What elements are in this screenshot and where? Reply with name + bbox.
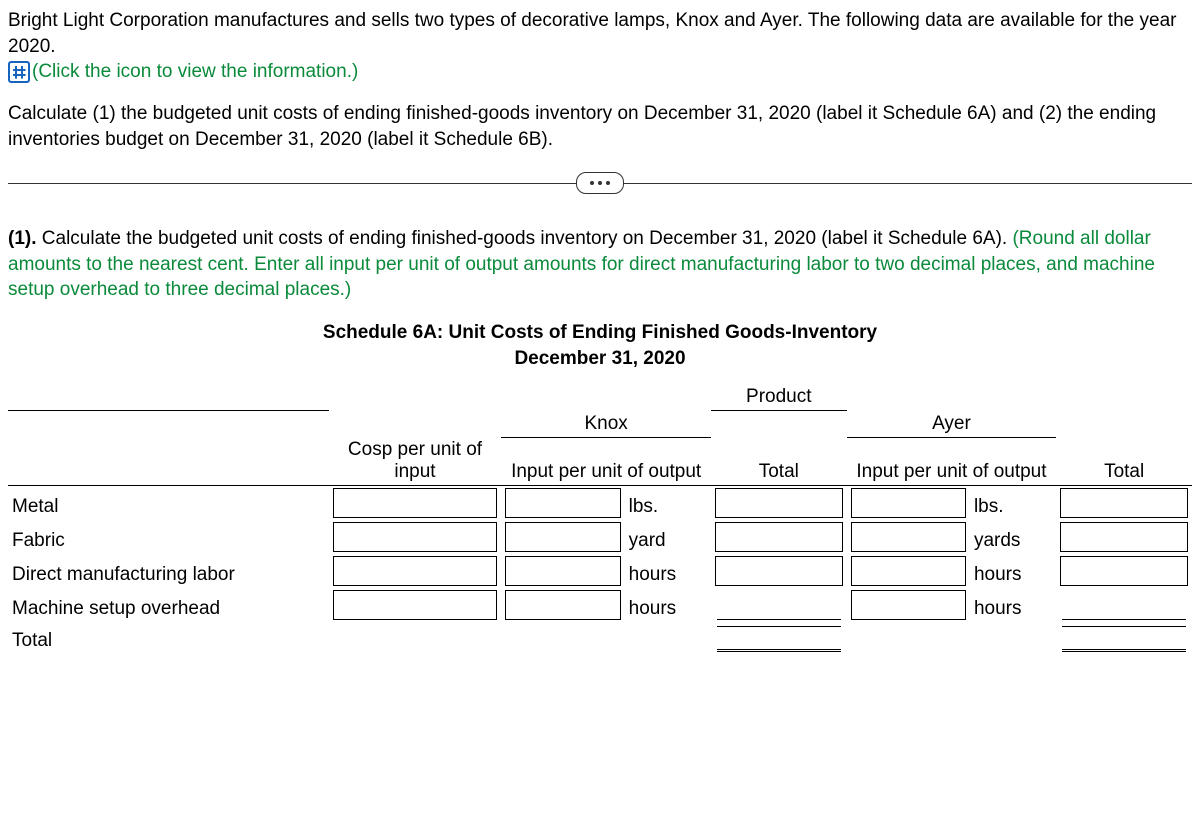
dml-ayer-total-input[interactable] [1060, 556, 1188, 586]
metal-knox-total-input[interactable] [715, 488, 843, 518]
product-header: Product [711, 384, 847, 411]
mso-cost-input[interactable] [333, 590, 498, 620]
cost-per-header: Cosp per unit of input [329, 437, 502, 486]
intro-text: Bright Light Corporation manufactures an… [8, 10, 1176, 57]
dml-knox-total-input[interactable] [715, 556, 843, 586]
fabric-cost-input[interactable] [333, 522, 498, 552]
knox-total-header: Total [711, 437, 847, 486]
fabric-ayer-unit: yards [970, 520, 1056, 554]
fabric-knox-qty-input[interactable] [505, 522, 620, 552]
row-fabric-label: Fabric [8, 520, 329, 554]
knox-input-header: Input per unit of output [501, 437, 711, 486]
ayer-total-header: Total [1056, 437, 1192, 486]
metal-ayer-qty-input[interactable] [851, 488, 966, 518]
metal-knox-qty-input[interactable] [505, 488, 620, 518]
row-metal-label: Metal [8, 486, 329, 521]
intro-paragraph: Bright Light Corporation manufactures an… [8, 8, 1192, 85]
mso-knox-unit: hours [625, 588, 711, 622]
ayer-grand-total [1062, 626, 1186, 652]
fabric-knox-total-input[interactable] [715, 522, 843, 552]
knox-grand-total [717, 626, 841, 652]
metal-knox-unit: lbs. [625, 486, 711, 521]
row-mso-label: Machine setup overhead [8, 588, 329, 622]
row-total-label: Total [8, 622, 329, 654]
section-separator [8, 172, 1192, 196]
table-icon[interactable] [8, 61, 30, 83]
schedule-table: Product Knox Ayer Cosp per unit of input… [8, 384, 1192, 654]
dml-knox-qty-input[interactable] [505, 556, 620, 586]
ayer-header: Ayer [847, 411, 1057, 438]
part1-body: Calculate the budgeted unit costs of end… [42, 228, 1013, 249]
dml-ayer-qty-input[interactable] [851, 556, 966, 586]
metal-ayer-unit: lbs. [970, 486, 1056, 521]
fabric-ayer-qty-input[interactable] [851, 522, 966, 552]
expand-pill[interactable] [576, 172, 624, 194]
row-dml-label: Direct manufacturing labor [8, 554, 329, 588]
ayer-input-header: Input per unit of output [847, 437, 1057, 486]
mso-knox-total-line [717, 594, 841, 620]
mso-ayer-qty-input[interactable] [851, 590, 966, 620]
mso-knox-qty-input[interactable] [505, 590, 620, 620]
metal-cost-input[interactable] [333, 488, 498, 518]
part1-instruction: (1). Calculate the budgeted unit costs o… [8, 226, 1192, 303]
mso-ayer-total-line [1062, 594, 1186, 620]
task-text: Calculate (1) the budgeted unit costs of… [8, 101, 1192, 152]
knox-header: Knox [501, 411, 711, 438]
schedule-title: Schedule 6A: Unit Costs of Ending Finish… [8, 322, 1192, 344]
click-info-link[interactable]: (Click the icon to view the information.… [32, 61, 358, 82]
part1-lead: (1). [8, 228, 42, 249]
dml-knox-unit: hours [625, 554, 711, 588]
schedule-date: December 31, 2020 [8, 348, 1192, 370]
metal-ayer-total-input[interactable] [1060, 488, 1188, 518]
fabric-ayer-total-input[interactable] [1060, 522, 1188, 552]
fabric-knox-unit: yard [625, 520, 711, 554]
mso-ayer-unit: hours [970, 588, 1056, 622]
dml-ayer-unit: hours [970, 554, 1056, 588]
dml-cost-input[interactable] [333, 556, 498, 586]
